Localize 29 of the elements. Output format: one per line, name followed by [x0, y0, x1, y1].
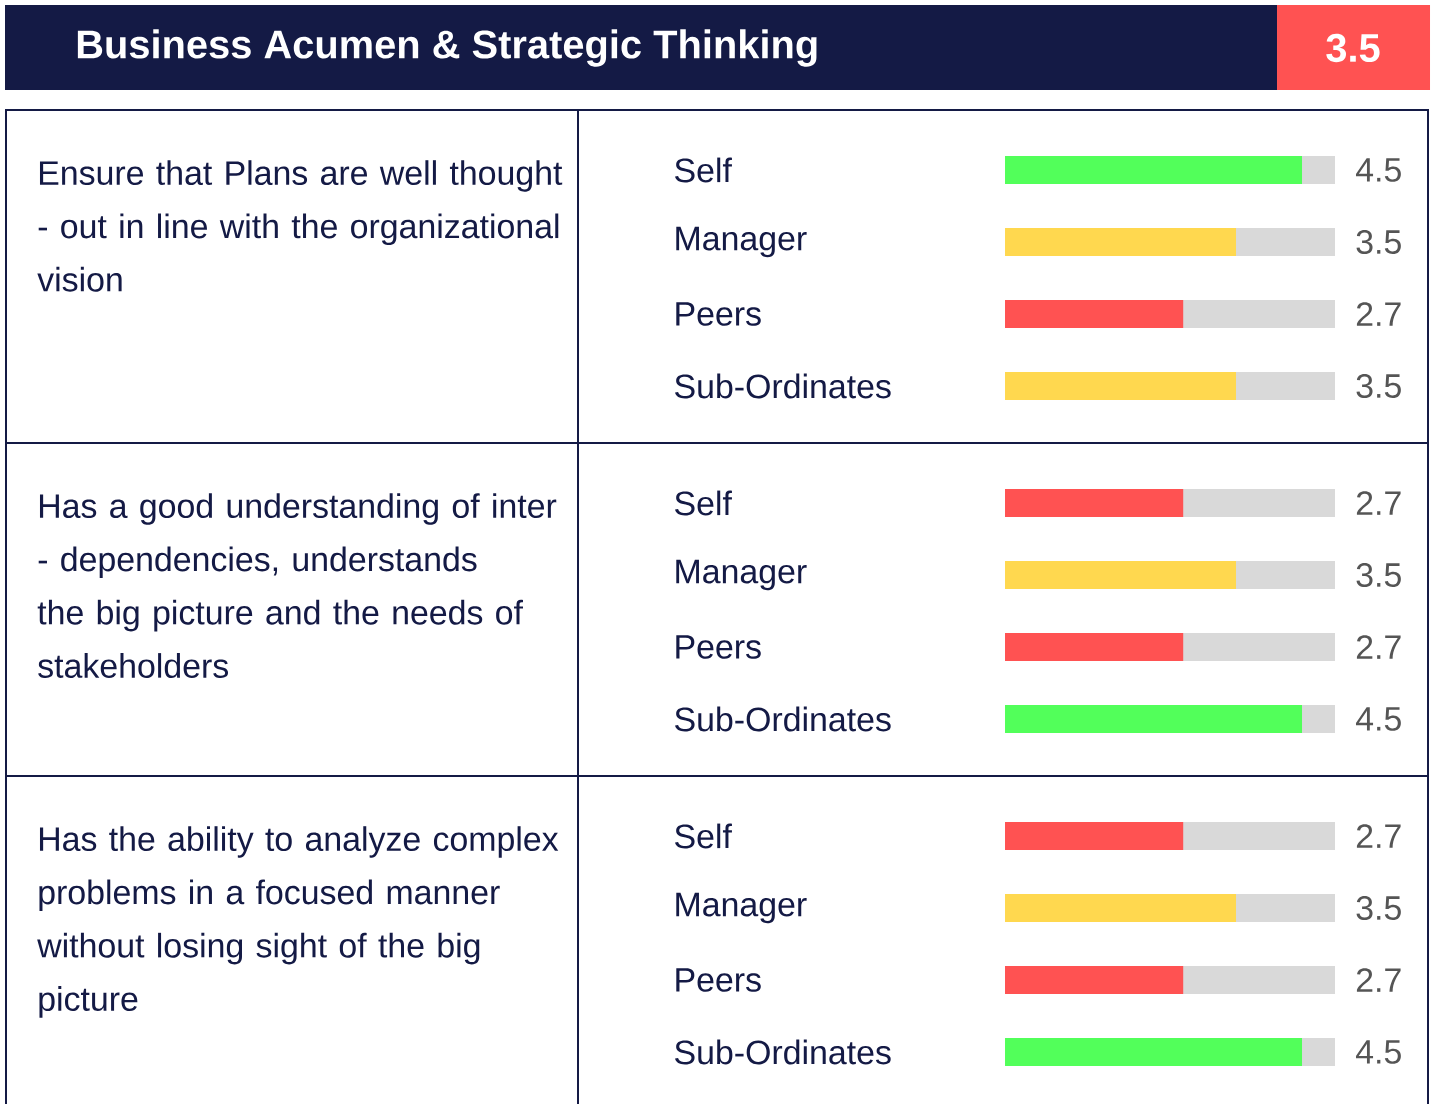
y-tick-label: Sub-Ordinates — [675, 706, 891, 732]
y-tick-label: Peers — [676, 635, 761, 659]
data-label: 3.5 — [1356, 230, 1401, 254]
data-label: 4.5 — [1355, 1040, 1401, 1064]
text: 3.5 — [1326, 33, 1380, 63]
y-tick-label: Self — [675, 490, 732, 516]
y-tick-label: Self — [675, 823, 732, 849]
y-tick-label: Sub-Ordinates — [675, 373, 891, 399]
y-tick-label: Peers — [676, 302, 761, 326]
y-tick-label: Manager — [676, 226, 807, 258]
data-label: 2.7 — [1356, 302, 1401, 326]
data-label: 3.5 — [1356, 374, 1401, 398]
text: Has the ability to analyze complex problems in a focused manner without losing sight of the big picture — [37, 826, 559, 1018]
y-tick-label: Self — [675, 157, 732, 183]
y-tick-label: Sub-Ordinates — [675, 1039, 891, 1065]
data-label: 2.7 — [1356, 635, 1401, 659]
text: Business Acumen & Strategic Thinking — [77, 29, 817, 67]
text: Ensure that Plans are well thought - out in line with the organizational vision — [37, 160, 563, 292]
data-label: 3.5 — [1356, 896, 1401, 920]
data-label: 2.7 — [1356, 491, 1401, 515]
data-label: 3.5 — [1356, 563, 1401, 587]
data-label: 2.7 — [1356, 968, 1401, 992]
data-label: 4.5 — [1355, 707, 1401, 731]
data-label: 2.7 — [1356, 824, 1401, 848]
y-tick-label: Manager — [676, 559, 807, 591]
y-tick-label: Peers — [676, 968, 761, 992]
data-label: 4.5 — [1355, 158, 1401, 182]
y-tick-label: Manager — [676, 892, 807, 924]
text: Has a good understanding of inter - dependencies, understands the big picture and the needs of stakeholders — [37, 493, 557, 678]
